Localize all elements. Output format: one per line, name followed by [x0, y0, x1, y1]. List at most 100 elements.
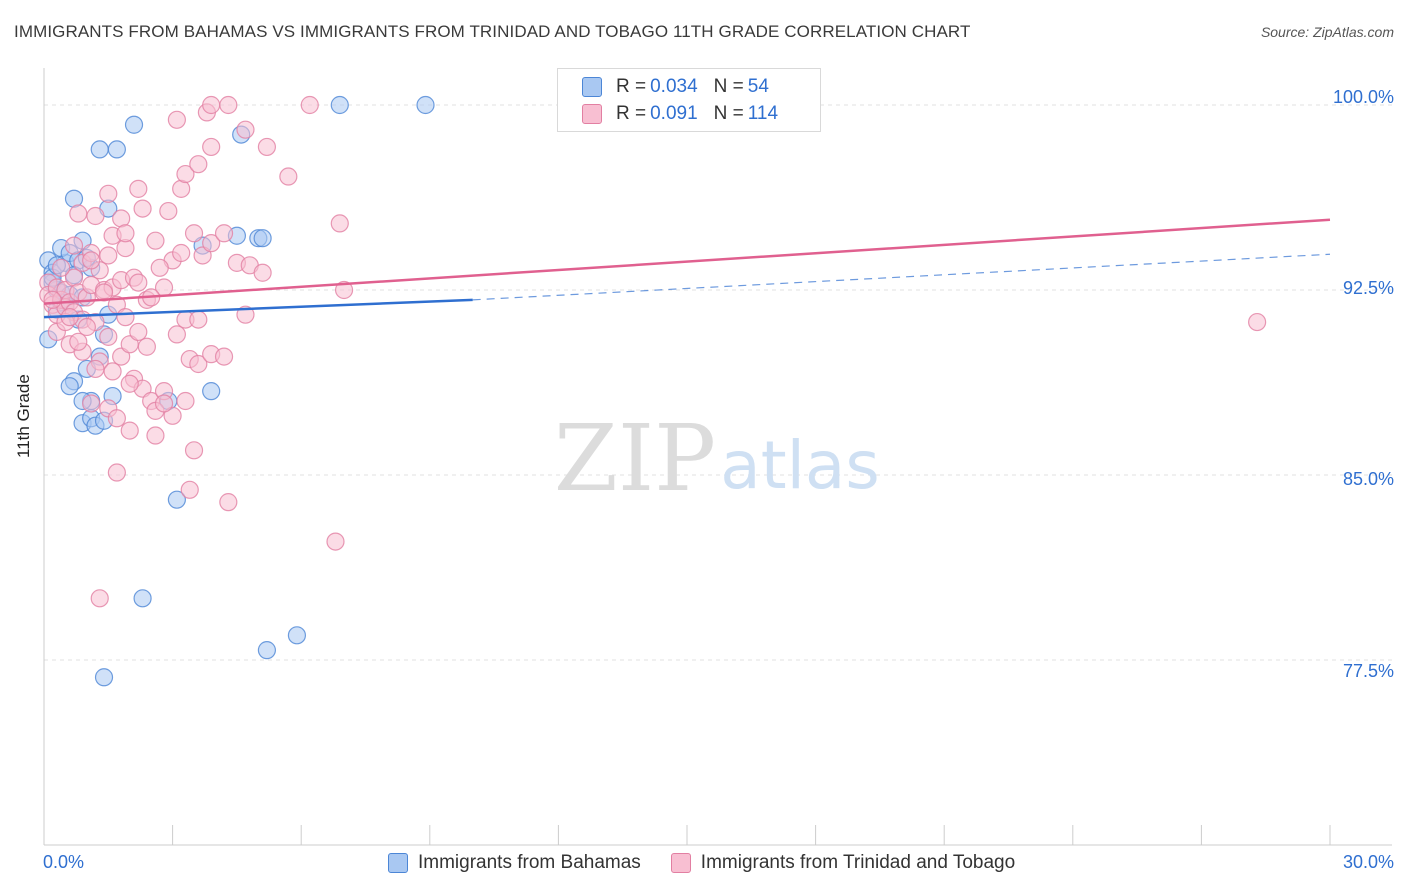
bahamas-point — [60, 377, 79, 396]
trinidad-point — [94, 283, 114, 302]
legend-r-value: 0.091 — [650, 103, 698, 124]
trinidad-point — [107, 409, 126, 428]
y-tick-label-77-5: 77.5% — [1342, 661, 1394, 681]
trinidad-point — [214, 347, 234, 366]
trinidad-point — [52, 258, 71, 277]
bahamas-trend-extension — [472, 253, 1331, 301]
bahamas-point — [202, 382, 221, 401]
trinidad-point — [330, 214, 349, 233]
stats-legend: R = 0.034 N = 54 R = 0.091 N = 114 — [557, 68, 821, 132]
trinidad-point — [107, 463, 126, 482]
trinidad-point — [326, 532, 345, 551]
trinidad-point — [82, 394, 101, 413]
trinidad-point — [167, 325, 186, 344]
trinidad-point — [300, 95, 319, 115]
bahamas-point — [94, 668, 114, 687]
y-tick-label-100: 100.0% — [1332, 87, 1394, 107]
y-tick-label-92-5: 92.5% — [1342, 278, 1394, 298]
chart-title: IMMIGRANTS FROM BAHAMAS VS IMMIGRANTS FR… — [14, 22, 971, 41]
series-trinidad-points — [39, 95, 1267, 608]
x-tick-label-max: 30.0% — [1342, 852, 1394, 872]
bahamas-point — [330, 95, 349, 115]
trinidad-point — [116, 308, 135, 327]
bahamas-point — [287, 626, 307, 645]
legend-label-trinidad: Immigrants from Trinidad and Tobago — [700, 852, 1016, 873]
trinidad-point — [129, 179, 148, 198]
y-tick-label-85: 85.0% — [1342, 469, 1394, 489]
watermark: ZIP atlas — [554, 405, 880, 512]
trinidad-point — [1248, 312, 1267, 332]
trinidad-point — [99, 327, 118, 346]
trinidad-point — [133, 199, 152, 218]
trinidad-point — [129, 322, 148, 342]
trinidad-point — [137, 337, 156, 356]
trinidad-point — [120, 374, 139, 393]
trinidad-point — [214, 224, 234, 243]
legend-n-value: 114 — [747, 103, 779, 124]
trinidad-point — [189, 155, 208, 174]
trinidad-point — [90, 589, 109, 608]
trinidad-point — [193, 246, 212, 265]
series-legend: Immigrants from Bahamas Immigrants from … — [388, 852, 1045, 874]
trinidad-point — [202, 234, 221, 253]
trinidad-point — [64, 236, 84, 255]
bahamas-point — [253, 229, 272, 248]
trinidad-point — [99, 246, 118, 265]
trinidad-point — [180, 480, 199, 499]
trinidad-point — [120, 421, 139, 440]
trinidad-point — [150, 258, 169, 277]
trinidad-point — [172, 243, 191, 263]
bahamas-point — [257, 641, 277, 660]
watermark-atlas: atlas — [720, 427, 880, 504]
trinidad-point — [253, 263, 272, 282]
trinidad-point — [189, 310, 208, 329]
trinidad-point — [219, 95, 238, 115]
trinidad-point — [146, 231, 165, 250]
trinidad-point — [86, 359, 105, 379]
trinidad-point — [189, 354, 208, 374]
trinidad-point — [43, 290, 62, 309]
trinidad-point — [176, 164, 195, 184]
trinidad-point — [82, 251, 101, 270]
legend-n-label: N = — [713, 103, 744, 124]
legend-n-label: N = — [713, 76, 744, 97]
trinidad-point — [69, 332, 88, 351]
legend-r-label: R = — [616, 76, 647, 97]
legend-label-bahamas: Immigrants from Bahamas — [418, 852, 641, 873]
trinidad-point — [279, 167, 298, 186]
trend-lines — [43, 218, 1331, 319]
legend-item-bahamas: Immigrants from Bahamas — [388, 852, 641, 874]
bahamas-point — [167, 490, 186, 509]
trinidad-point — [129, 273, 148, 292]
trinidad-point — [86, 206, 105, 226]
trinidad-point — [334, 280, 354, 300]
legend-swatch-bahamas — [388, 853, 408, 873]
trinidad-point — [77, 317, 96, 337]
trinidad-point — [146, 426, 165, 445]
legend-row-trinidad: R = 0.091 N = 114 — [582, 102, 778, 126]
axes — [43, 68, 1392, 846]
trinidad-point — [116, 224, 135, 243]
x-tick-label-min: 0.0% — [43, 852, 85, 872]
trinidad-point — [176, 391, 195, 411]
trinidad-point — [202, 137, 221, 157]
y-axis-label: 11th Grade — [14, 374, 33, 458]
bahamas-point — [107, 140, 126, 159]
legend-n-value: 54 — [747, 76, 769, 97]
trinidad-point — [202, 95, 221, 115]
grid-lines — [44, 104, 1392, 661]
legend-swatch-trinidad — [670, 853, 691, 873]
trinidad-point — [236, 120, 255, 139]
trinidad-point — [163, 406, 182, 425]
legend-row-bahamas: R = 0.034 N = 54 — [582, 75, 769, 99]
legend-item-trinidad: Immigrants from Trinidad and Tobago — [670, 852, 1016, 874]
trinidad-point — [112, 347, 131, 366]
bahamas-point — [416, 95, 435, 115]
watermark-zip: ZIP — [554, 405, 716, 512]
trinidad-point — [99, 184, 118, 203]
bahamas-point — [124, 115, 144, 134]
trinidad-point — [159, 201, 178, 221]
trinidad-point — [184, 224, 204, 243]
legend-r-value: 0.034 — [650, 76, 698, 97]
